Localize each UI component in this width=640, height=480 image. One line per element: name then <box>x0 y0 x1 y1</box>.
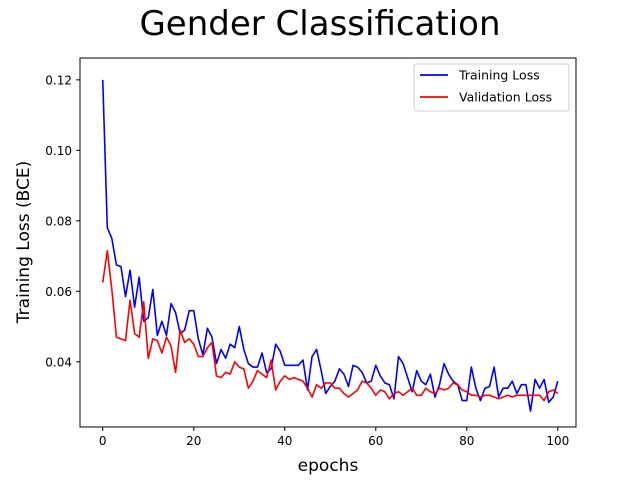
y-axis-label: Training Loss (BCE) <box>14 161 34 324</box>
legend: Training Loss Validation Loss <box>413 63 570 112</box>
x-tick-label: 60 <box>368 434 383 448</box>
y-tick-label: 0.04 <box>45 355 72 369</box>
y-tick-label: 0.08 <box>45 214 72 228</box>
legend-label-training-loss: Training Loss <box>458 68 540 83</box>
chart-title: Gender Classification <box>139 4 500 44</box>
x-tick-label: 100 <box>546 434 569 448</box>
x-tick-label: 40 <box>277 434 292 448</box>
x-tick-label: 80 <box>459 434 474 448</box>
legend-label-validation-loss: Validation Loss <box>459 90 552 105</box>
x-tick-label: 0 <box>99 434 107 448</box>
series-line-validation-loss <box>101 249 559 402</box>
y-tick-label: 0.12 <box>45 73 72 87</box>
y-tick-label: 0.10 <box>45 144 72 158</box>
plot-frame <box>79 57 577 428</box>
plot-area <box>101 79 559 412</box>
x-axis-label: epochs <box>298 456 359 476</box>
y-axis: 0.04 0.06 0.08 0.10 0.12 <box>45 73 80 369</box>
y-tick-label: 0.06 <box>45 285 72 299</box>
legend-box <box>413 63 570 112</box>
x-tick-label: 20 <box>186 434 201 448</box>
x-axis: 0 20 40 60 80 100 <box>99 427 569 448</box>
